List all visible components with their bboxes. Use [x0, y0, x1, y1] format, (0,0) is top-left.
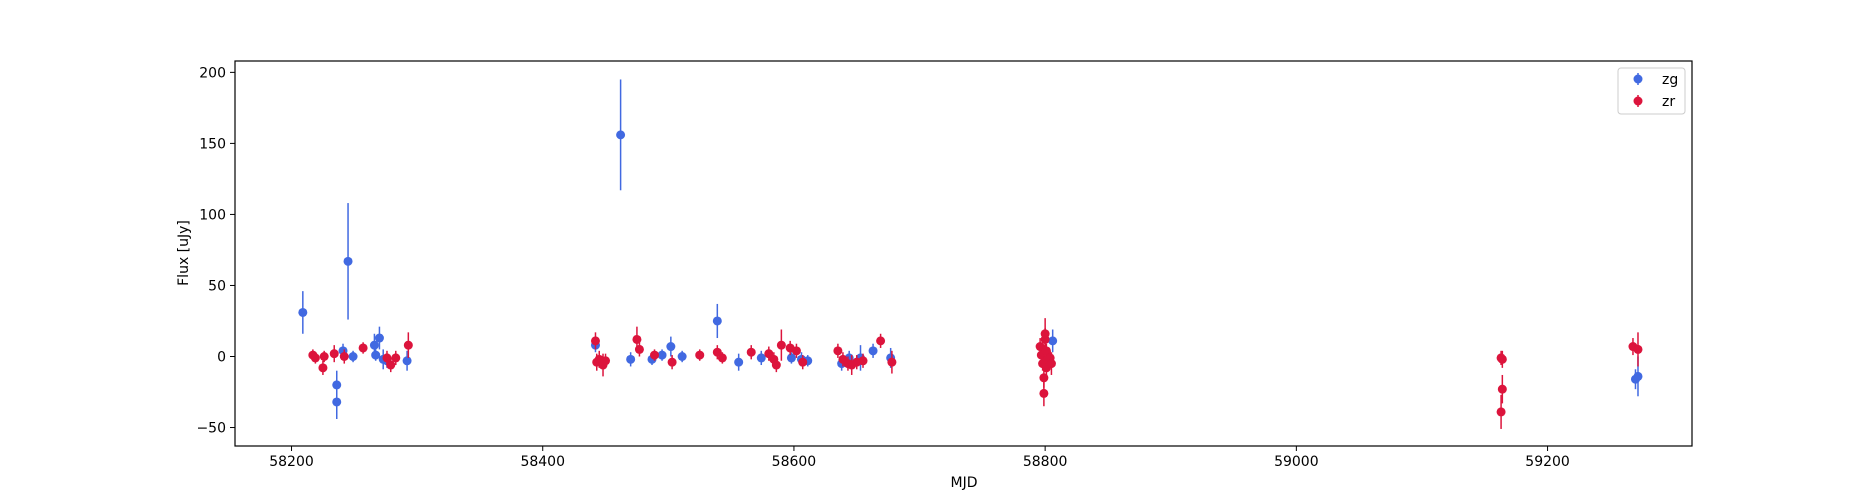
data-point-zr [382, 353, 392, 363]
x-tick-label: 58400 [520, 454, 565, 470]
data-point-zr [1497, 354, 1507, 364]
data-point-zr [1039, 388, 1049, 398]
data-point-zr [358, 343, 368, 353]
data-point-zr [634, 344, 644, 354]
data-point-zg [374, 333, 384, 343]
data-point-zr [858, 356, 868, 366]
y-tick-label: 150 [199, 136, 226, 152]
x-tick-label: 59000 [1274, 454, 1319, 470]
y-tick-label: −50 [196, 421, 226, 437]
data-point-zr [717, 353, 727, 363]
data-point-zr [695, 350, 705, 360]
x-axis-label: MJD [951, 475, 978, 491]
data-point-zg [298, 307, 308, 317]
data-point-zr [1496, 407, 1506, 417]
data-point-zr [771, 360, 781, 370]
data-point-zg [371, 350, 381, 360]
legend-zg-label: zg [1662, 72, 1678, 88]
y-axis-label: Flux [uJy] [176, 220, 192, 286]
x-tick-label: 58600 [772, 454, 817, 470]
data-point-zr [329, 349, 339, 359]
data-point-zr [650, 350, 660, 360]
data-point-zr [833, 346, 843, 356]
data-point-zr [386, 360, 396, 370]
data-point-zr [403, 340, 413, 350]
data-point-zg [332, 397, 342, 407]
data-point-zr [310, 353, 320, 363]
data-point-zg [348, 351, 358, 361]
data-point-zr [590, 336, 600, 346]
plot-area [298, 79, 1643, 429]
data-point-zr [1633, 344, 1643, 354]
data-point-zr [1041, 346, 1051, 356]
data-point-zr [776, 340, 786, 350]
data-point-zr [1046, 359, 1056, 369]
legend-zr-marker [1633, 96, 1643, 106]
data-point-zr [746, 347, 756, 357]
data-point-zr [601, 356, 611, 366]
data-point-zg [343, 256, 353, 266]
plot-frame [234, 60, 1693, 447]
series-zr [308, 318, 1643, 429]
data-point-zg [369, 340, 379, 350]
data-point-zr [319, 351, 329, 361]
data-point-zr [887, 357, 897, 367]
legend-zr-label: zr [1662, 94, 1675, 110]
data-point-zr [318, 363, 328, 373]
data-point-zg [756, 353, 766, 363]
legend-zg-marker [1633, 74, 1643, 84]
data-point-zr [791, 346, 801, 356]
y-tick-label: 50 [208, 278, 226, 294]
data-point-zr [1497, 384, 1507, 394]
series-zg [298, 79, 1643, 420]
data-point-zg [712, 316, 722, 326]
data-point-zr [1035, 342, 1045, 352]
y-tick-label: 200 [199, 65, 226, 81]
data-point-zr [876, 336, 886, 346]
data-point-zr [391, 353, 401, 363]
x-axis-ticks: 58200 58400 58600 58800 59000 59200 [269, 446, 1570, 470]
data-point-zg [786, 353, 796, 363]
x-tick-label: 58200 [269, 454, 314, 470]
data-point-zg [1048, 336, 1058, 346]
data-point-zr [1040, 329, 1050, 339]
y-tick-label: 100 [199, 207, 226, 223]
data-point-zg [1633, 371, 1643, 381]
y-axis-ticks: −50 0 50 100 150 200 [196, 65, 235, 437]
data-point-zg [402, 356, 412, 366]
data-point-zg [626, 354, 636, 364]
data-point-zr [667, 357, 677, 367]
data-point-zr [339, 351, 349, 361]
data-point-zg [734, 357, 744, 367]
data-point-zr [798, 357, 808, 367]
x-tick-label: 59200 [1525, 454, 1570, 470]
legend: zg zr [1617, 67, 1686, 115]
data-point-zg [616, 130, 626, 140]
x-tick-label: 58800 [1023, 454, 1068, 470]
y-tick-label: 0 [217, 349, 226, 365]
data-point-zg [868, 346, 878, 356]
data-point-zg [677, 351, 687, 361]
data-point-zr [632, 334, 642, 344]
data-point-zg [666, 342, 676, 352]
data-point-zg [657, 350, 667, 360]
